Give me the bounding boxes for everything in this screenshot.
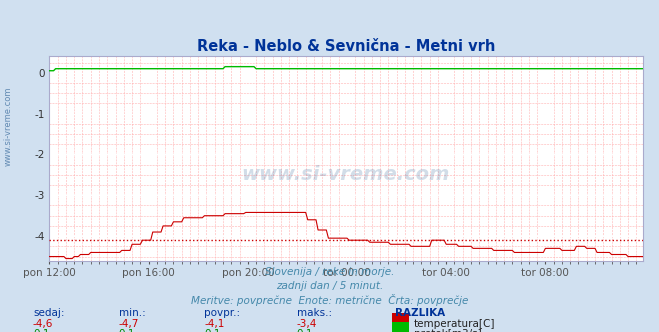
- Text: www.si-vreme.com: www.si-vreme.com: [3, 86, 13, 166]
- Text: 0,1: 0,1: [204, 329, 221, 332]
- Text: -4,1: -4,1: [204, 319, 225, 329]
- Text: 0,1: 0,1: [33, 329, 49, 332]
- Text: 0,1: 0,1: [119, 329, 135, 332]
- Text: pretok[m3/s]: pretok[m3/s]: [414, 329, 482, 332]
- Text: temperatura[C]: temperatura[C]: [414, 319, 496, 329]
- Text: sedaj:: sedaj:: [33, 308, 65, 318]
- Text: Meritve: povprečne  Enote: metrične  Črta: povprečje: Meritve: povprečne Enote: metrične Črta:…: [191, 294, 468, 306]
- Text: min.:: min.:: [119, 308, 146, 318]
- Title: Reka - Neblo & Sevnična - Metni vrh: Reka - Neblo & Sevnična - Metni vrh: [197, 39, 495, 54]
- Text: 0,1: 0,1: [297, 329, 313, 332]
- Text: RAZLIKA: RAZLIKA: [395, 308, 445, 318]
- Text: www.si-vreme.com: www.si-vreme.com: [242, 165, 450, 184]
- Text: -3,4: -3,4: [297, 319, 317, 329]
- Text: zadnji dan / 5 minut.: zadnji dan / 5 minut.: [276, 281, 383, 290]
- Text: Slovenija / reke in morje.: Slovenija / reke in morje.: [265, 267, 394, 277]
- Text: -4,7: -4,7: [119, 319, 139, 329]
- Text: maks.:: maks.:: [297, 308, 331, 318]
- Text: -4,6: -4,6: [33, 319, 53, 329]
- Text: povpr.:: povpr.:: [204, 308, 241, 318]
